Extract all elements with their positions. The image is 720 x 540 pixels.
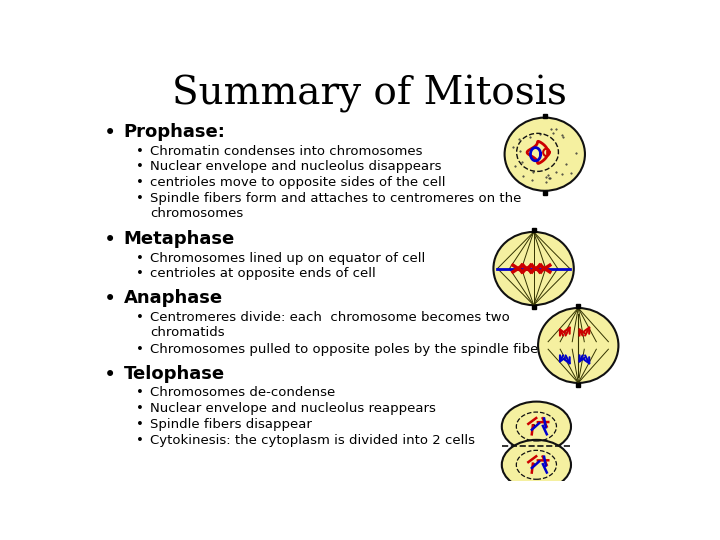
Ellipse shape [505,118,585,191]
Text: •: • [104,230,116,250]
Text: Spindle fibers form and attaches to centromeres on the
chromosomes: Spindle fibers form and attaches to cent… [150,192,521,220]
Text: •: • [104,123,116,143]
Text: •: • [136,402,144,415]
Text: •: • [136,160,144,173]
Text: •: • [136,176,144,189]
Text: •: • [136,343,144,356]
Text: •: • [136,145,144,158]
Text: Nuclear envelope and nucleolus disappears: Nuclear envelope and nucleolus disappear… [150,160,442,173]
Text: •: • [136,387,144,400]
Text: Prophase:: Prophase: [124,123,225,141]
Text: Nuclear envelope and nucleolus reappears: Nuclear envelope and nucleolus reappears [150,402,436,415]
Text: Chromosomes lined up on equator of cell: Chromosomes lined up on equator of cell [150,252,426,265]
Text: Chromosomes de-condense: Chromosomes de-condense [150,387,336,400]
Ellipse shape [502,402,571,451]
Text: •: • [136,434,144,447]
Text: •: • [136,252,144,265]
Text: centrioles move to opposite sides of the cell: centrioles move to opposite sides of the… [150,176,446,189]
Ellipse shape [538,308,618,383]
Text: •: • [104,365,116,385]
Ellipse shape [502,440,571,490]
Text: centrioles at opposite ends of cell: centrioles at opposite ends of cell [150,267,376,280]
Text: Chromatin condenses into chromosomes: Chromatin condenses into chromosomes [150,145,423,158]
Text: Spindle fibers disappear: Spindle fibers disappear [150,418,312,431]
Text: Chromosomes pulled to opposite poles by the spindle fibers: Chromosomes pulled to opposite poles by … [150,343,551,356]
Ellipse shape [493,232,574,305]
Text: Centromeres divide: each  chromosome becomes two
chromatids: Centromeres divide: each chromosome beco… [150,311,510,339]
Text: Telophase: Telophase [124,365,225,383]
Text: •: • [136,192,144,205]
Text: •: • [136,267,144,280]
Text: •: • [104,289,116,309]
Text: •: • [136,311,144,324]
Text: •: • [136,418,144,431]
Text: Cytokinesis: the cytoplasm is divided into 2 cells: Cytokinesis: the cytoplasm is divided in… [150,434,475,447]
Text: Summary of Mitosis: Summary of Mitosis [171,75,567,113]
Text: Anaphase: Anaphase [124,289,222,307]
Text: Metaphase: Metaphase [124,230,235,248]
